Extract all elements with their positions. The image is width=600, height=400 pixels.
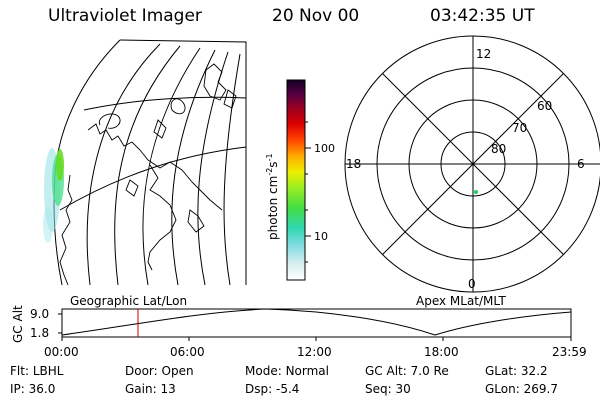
polar-plot: [344, 35, 600, 293]
coastline: [153, 119, 167, 139]
coastline: [147, 164, 177, 271]
colorbar: [286, 79, 306, 281]
colorbar-unit-label: photon cm-2s-1: [265, 153, 280, 240]
status-gc-alt: GC Alt: 7.0 Re: [365, 364, 449, 378]
colorbar-ticks: [305, 121, 311, 263]
altitude-x-tick-2: 12:00: [297, 345, 332, 359]
meridian-line: [197, 51, 229, 286]
geographic-map: [53, 39, 247, 286]
coastline: [187, 209, 205, 233]
coastline: [170, 98, 186, 115]
status-glon: GLon: 269.7: [485, 382, 558, 396]
instrument-title: Ultraviolet Imager: [48, 6, 202, 26]
meridian-line: [114, 45, 181, 286]
lat-label-80: 80: [491, 142, 506, 156]
coastlines: [59, 63, 237, 286]
polar-emission-spot: [474, 190, 478, 194]
mlt-line-diagonal: [382, 73, 564, 255]
coastline: [203, 63, 227, 101]
aurora-emission: [43, 148, 64, 243]
coastline: [125, 179, 139, 197]
altitude-y-top: 9.0: [30, 307, 49, 321]
status-door: Door: Open: [125, 364, 194, 378]
altitude-x-tick-4: 23:59: [552, 345, 587, 359]
meridian-line: [223, 53, 241, 286]
meridian-line: [142, 47, 201, 286]
coastline: [59, 174, 73, 286]
altitude-y-bottom: 1.8: [30, 326, 49, 340]
parallel-line: [83, 96, 247, 111]
status-glat: GLat: 32.2: [485, 364, 548, 378]
parallel-line: [59, 146, 247, 211]
altitude-x-tick-3: 18:00: [424, 345, 459, 359]
meridian-line: [86, 43, 161, 286]
altitude-ylabel: GC Alt: [11, 305, 25, 343]
coastline: [87, 123, 223, 211]
map-label-geographic: Geographic Lat/Lon: [70, 294, 187, 308]
status-flt: Flt: LBHL: [10, 364, 64, 378]
time-label: 03:42:35 UT: [430, 6, 535, 26]
meridian-line: [171, 49, 216, 286]
lat-label-70: 70: [512, 121, 527, 135]
mlt-label-12: 12: [476, 47, 491, 61]
altitude-x-tick-0: 00:00: [44, 345, 79, 359]
altitude-x-ticks: [58, 313, 572, 341]
mlt-label-18: 18: [346, 157, 361, 171]
status-gain: Gain: 13: [125, 382, 176, 396]
status-seq: Seq: 30: [365, 382, 411, 396]
globe-limb-right: [119, 39, 247, 285]
altitude-curve: [61, 308, 572, 336]
date-label: 20 Nov 00: [272, 6, 360, 26]
map-label-apex: Apex MLat/MLT: [416, 294, 506, 308]
coastline: [98, 113, 121, 129]
colorbar-tick-100: 100: [314, 142, 335, 155]
aurora-glow-tail: [43, 207, 53, 243]
mlt-label-0: 0: [468, 277, 476, 291]
status-dsp: Dsp: -5.4: [245, 382, 300, 396]
status-mode: Mode: Normal: [245, 364, 329, 378]
aurora-glow-core: [56, 149, 64, 181]
colorbar-tick-10: 10: [314, 230, 328, 243]
altitude-x-tick-1: 06:00: [170, 345, 205, 359]
mlt-label-6: 6: [577, 157, 585, 171]
status-ip: IP: 36.0: [10, 382, 56, 396]
coastline: [223, 89, 237, 109]
lat-label-60: 60: [537, 99, 552, 113]
